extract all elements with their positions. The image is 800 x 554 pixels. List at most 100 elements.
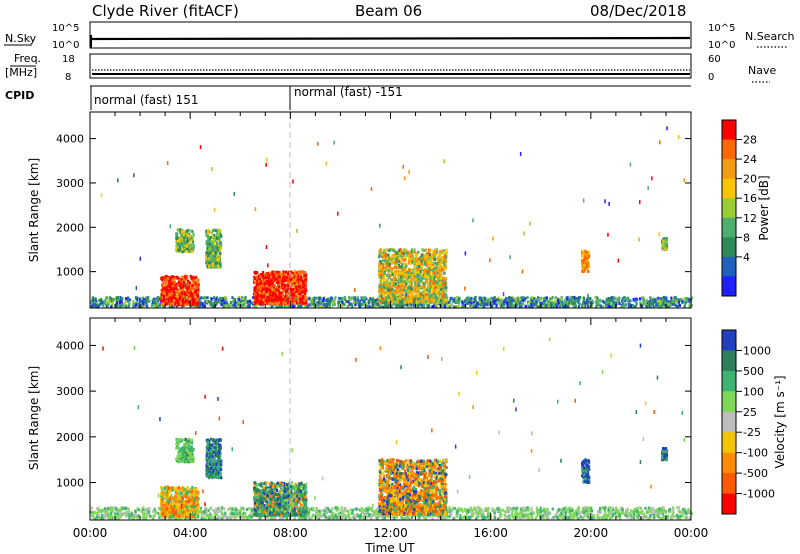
data-point (265, 293, 268, 297)
data-point (387, 264, 390, 268)
data-point (272, 285, 275, 289)
data-point (454, 299, 458, 303)
data-point (439, 281, 442, 285)
data-point (175, 247, 179, 251)
data-point (132, 299, 135, 303)
data-point (482, 301, 485, 305)
data-point (443, 286, 446, 290)
data-point (356, 301, 359, 305)
data-point (186, 239, 189, 243)
data-point (440, 258, 444, 262)
data-point (405, 252, 408, 256)
data-point (514, 297, 517, 301)
data-point (411, 254, 414, 258)
data-point (115, 301, 118, 305)
data-point (429, 285, 433, 289)
data-point (265, 289, 268, 293)
data-point (410, 303, 413, 307)
data-point (293, 274, 296, 278)
data-point (146, 304, 149, 308)
data-point (573, 295, 576, 299)
data-point (388, 303, 391, 307)
data-point (177, 298, 180, 302)
data-point (406, 280, 409, 284)
data-point (129, 298, 132, 302)
data-point (218, 257, 221, 261)
data-point (189, 300, 192, 304)
data-point (263, 288, 266, 292)
data-point (402, 277, 405, 281)
data-point (400, 285, 403, 289)
data-point (341, 300, 344, 304)
data-point (177, 248, 180, 252)
data-point (588, 304, 591, 308)
data-point (648, 304, 651, 308)
data-point (224, 305, 227, 309)
data-point (208, 252, 211, 256)
data-point (535, 300, 538, 304)
data-point (297, 299, 300, 303)
data-point (432, 254, 435, 258)
data-point (445, 248, 448, 252)
data-point (191, 293, 194, 297)
data-point (437, 258, 440, 262)
data-point (563, 302, 566, 306)
data-point (434, 252, 437, 256)
data-point (530, 302, 533, 306)
data-point (399, 297, 402, 301)
data-point (468, 297, 471, 301)
data-point (426, 266, 429, 270)
data-point (429, 261, 432, 264)
data-point (329, 304, 332, 308)
data-point (481, 301, 484, 305)
data-point (444, 300, 447, 304)
data-point (213, 301, 216, 305)
data-point (610, 296, 613, 300)
data-point (437, 293, 440, 296)
data-point (443, 267, 446, 271)
data-point (475, 303, 478, 307)
data-point (210, 231, 213, 235)
data-point (402, 251, 405, 255)
data-point (181, 250, 184, 254)
data-point (259, 277, 262, 281)
data-point (305, 274, 308, 278)
data-point (295, 300, 298, 304)
data-point (423, 262, 426, 266)
data-point (314, 299, 317, 303)
data-point (441, 303, 444, 307)
data-point (608, 303, 611, 307)
data-point (383, 293, 386, 297)
data-point (424, 258, 427, 262)
data-point (405, 282, 408, 286)
data-point (254, 292, 257, 296)
data-point (174, 277, 177, 281)
data-point (398, 257, 401, 260)
data-point (381, 253, 384, 256)
data-point (514, 299, 517, 303)
data-point (353, 300, 356, 304)
data-point (328, 302, 331, 305)
data-point (232, 300, 235, 303)
data-point (379, 299, 382, 303)
data-point (184, 291, 187, 295)
data-point (435, 304, 438, 307)
data-point (391, 292, 394, 296)
data-point (286, 301, 289, 305)
data-point (647, 302, 650, 306)
data-point (423, 248, 426, 252)
data-point (305, 295, 308, 299)
data-point (432, 276, 435, 280)
data-point (506, 303, 509, 307)
data-point (318, 302, 321, 306)
data-point (322, 298, 325, 302)
data-point (572, 305, 575, 309)
data-point (205, 260, 208, 264)
data-point (617, 299, 620, 303)
data-point (587, 264, 591, 268)
data-point (450, 302, 453, 306)
data-point (378, 273, 381, 277)
data-point (449, 299, 452, 303)
data-point (142, 304, 145, 308)
data-point (426, 265, 429, 269)
